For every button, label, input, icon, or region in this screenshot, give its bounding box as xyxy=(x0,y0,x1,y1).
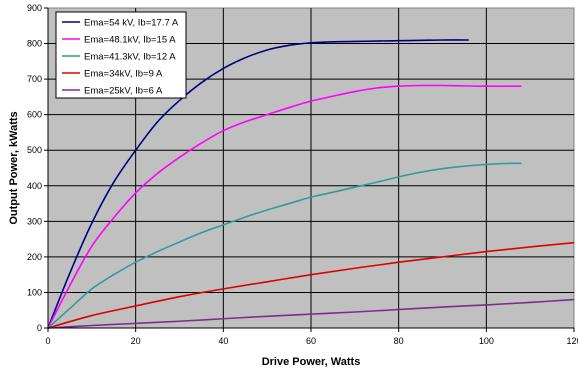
x-tick-label: 20 xyxy=(131,336,141,346)
x-tick-label: 100 xyxy=(479,336,494,346)
x-tick-label: 40 xyxy=(218,336,228,346)
x-tick-label: 0 xyxy=(45,336,50,346)
y-tick-label: 900 xyxy=(27,3,42,13)
series-line-3 xyxy=(47,162,522,329)
y-tick-label: 200 xyxy=(27,252,42,262)
x-axis-title: Drive Power, Watts xyxy=(262,356,361,368)
series-line-1 xyxy=(47,39,469,329)
y-tick-label: 700 xyxy=(27,74,42,84)
y-tick-label: 0 xyxy=(37,323,42,333)
legend-label: Ema=34kV, Ib=9 A xyxy=(84,69,163,80)
legend: Ema=54 kV, Ib=17.7 A Ema=48.1kV, Ib=15 A E… xyxy=(55,11,187,99)
legend-label: Ema=48.1kV, Ib=15 A xyxy=(84,35,176,46)
y-axis-title: Output Power, kWatts xyxy=(8,111,20,224)
y-tick-label: 300 xyxy=(27,216,42,226)
axes: 0 20 40 60 80 100 120 0 100 200 300 400 500 600 700 800… xyxy=(27,3,578,346)
series-lines xyxy=(47,39,575,329)
series-line-5 xyxy=(47,298,575,329)
series-line-4 xyxy=(47,241,575,329)
x-tick-label: 80 xyxy=(394,336,404,346)
y-tick-label: 100 xyxy=(27,287,42,297)
y-tick-label: 800 xyxy=(27,39,42,49)
legend-label: Ema=41.3kV, Ib=12 A xyxy=(84,52,176,63)
legend-label: Ema=25kV, Ib=6 A xyxy=(84,86,163,97)
y-tick-label: 400 xyxy=(27,181,42,191)
legend-box xyxy=(55,11,187,99)
series-line-2 xyxy=(47,84,522,329)
x-tick-label: 60 xyxy=(306,336,316,346)
y-tick-label: 500 xyxy=(27,145,42,155)
legend-label: Ema=54 kV, Ib=17.7 A xyxy=(84,18,179,29)
x-tick-label: 120 xyxy=(566,336,578,346)
y-tick-label: 600 xyxy=(27,110,42,120)
